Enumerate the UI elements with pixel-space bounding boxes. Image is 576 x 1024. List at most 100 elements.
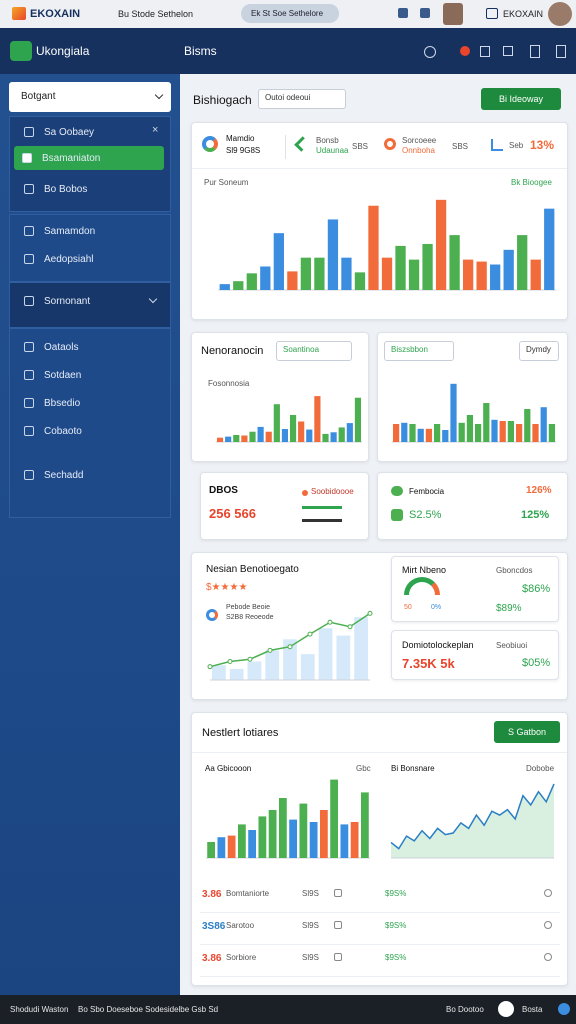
bar: [350, 822, 359, 858]
dropdown[interactable]: Biszsbbon: [384, 341, 454, 361]
menu-item[interactable]: Bbsedio: [16, 391, 164, 415]
point: [367, 610, 373, 616]
point: [267, 647, 273, 653]
footer-end[interactable]: Bosta: [522, 1005, 543, 1014]
bar: [306, 429, 313, 442]
avatar[interactable]: [443, 3, 463, 25]
notify-icon[interactable]: [398, 8, 408, 18]
button[interactable]: S Gatbon: [494, 721, 560, 743]
button[interactable]: Bi Ideoway: [481, 88, 561, 110]
row-icon[interactable]: [334, 889, 342, 897]
menu[interactable]: Bu Stode Sethelon: [118, 9, 194, 19]
bar: [395, 245, 406, 290]
message-icon[interactable]: [420, 8, 430, 18]
point: [327, 619, 333, 625]
bar: [548, 424, 556, 442]
footer-icon[interactable]: [498, 1001, 514, 1017]
menu-group: [9, 282, 171, 328]
bar: [281, 429, 289, 442]
icon[interactable]: [424, 46, 436, 58]
row-icon[interactable]: [544, 953, 552, 961]
icon: [24, 226, 34, 236]
stat-icon: [384, 138, 396, 150]
page-title: Bishiogach: [193, 93, 252, 107]
bar: [490, 264, 501, 290]
bar: [319, 810, 328, 858]
menu-item[interactable]: Bo Bobos: [16, 177, 164, 201]
bar: [314, 257, 325, 290]
stat-label: Sorcoeee: [402, 136, 437, 145]
legend: S2B8 Reoeode: [226, 614, 274, 621]
label: Aedopsiahl: [44, 253, 94, 265]
menu-item[interactable]: Samamdon: [16, 219, 164, 243]
menu-item-active[interactable]: Bsamaniaton: [14, 146, 164, 170]
user[interactable]: EKOXAIN: [503, 9, 544, 19]
bar: [483, 403, 490, 442]
icon: [22, 153, 32, 163]
row-icon[interactable]: [334, 953, 342, 961]
stat-value: 13%: [530, 138, 555, 152]
brand: EKOXAIN: [30, 8, 81, 20]
menu-item[interactable]: Aedopsiahl: [16, 247, 164, 271]
row-icon[interactable]: [544, 921, 552, 929]
bar: [265, 431, 272, 442]
label: Sa Oobaey: [44, 126, 95, 138]
menu-item[interactable]: Sa Oobaey: [16, 120, 164, 144]
search[interactable]: Ek St Soe Sethelore: [241, 4, 339, 23]
kpi-value: 126%: [526, 485, 552, 496]
row-icon[interactable]: [544, 889, 552, 897]
icon[interactable]: [480, 46, 490, 57]
footer-right[interactable]: Bo Dootoo: [446, 1005, 484, 1014]
kpi-card: [377, 472, 568, 540]
area: [391, 783, 554, 858]
bar: [442, 430, 449, 442]
bar: [257, 426, 264, 442]
cell: Sl9S: [302, 953, 319, 962]
icon[interactable]: [460, 46, 470, 56]
bar: [338, 427, 345, 442]
icon: [24, 470, 34, 480]
bar: [248, 830, 257, 858]
icon[interactable]: [556, 45, 566, 58]
bar: [241, 435, 248, 442]
bar: [283, 639, 297, 680]
menu-item[interactable]: Sechadd: [16, 463, 164, 487]
label: Oataols: [44, 341, 79, 353]
legend: Pebode Beoie: [226, 604, 270, 611]
icon: [24, 370, 34, 380]
kpi-sub: S2.5%: [409, 509, 442, 521]
menu-item[interactable]: Oataols: [16, 335, 164, 359]
menu-item[interactable]: Cobaoto: [16, 419, 164, 443]
bar: [268, 810, 277, 858]
row-icon[interactable]: [334, 921, 342, 929]
bar: [330, 779, 339, 858]
dropdown[interactable]: Outoi odeoui: [258, 89, 346, 109]
sidebar: Botgant Sa Oobaey × Bsamaniaton Bo Bobos…: [0, 74, 180, 995]
footer-middle: Bo Sbo Doeseboe Sodesidelbe Gsb Sd: [78, 1005, 219, 1014]
close[interactable]: ×: [152, 124, 159, 136]
menu-item[interactable]: Sotdaen: [16, 363, 164, 387]
legend-bar: [302, 506, 342, 509]
icon[interactable]: [503, 46, 513, 56]
area-chart: [390, 783, 555, 859]
chart-title: Pur Soneum: [204, 178, 249, 187]
menu-item[interactable]: Sornonant: [16, 289, 164, 313]
select[interactable]: Botgant: [9, 82, 171, 112]
stat-icon: [491, 139, 503, 151]
bar: [517, 235, 528, 290]
dropdown[interactable]: Soantinoa: [276, 341, 352, 361]
footer-icon[interactable]: [558, 1003, 570, 1015]
bar: [233, 434, 240, 442]
dropdown[interactable]: Dymdy: [519, 341, 559, 361]
bar: [435, 199, 447, 290]
bar: [299, 803, 308, 858]
chart-legend: Gbc: [356, 764, 371, 773]
icon[interactable]: [530, 45, 540, 58]
bar: [233, 281, 244, 290]
screen-icon[interactable]: [486, 8, 498, 19]
avatar[interactable]: [548, 2, 572, 26]
cell: $9S%: [385, 953, 407, 962]
bar: [260, 266, 271, 290]
stat-value: Sl9 9G8S: [226, 146, 261, 155]
